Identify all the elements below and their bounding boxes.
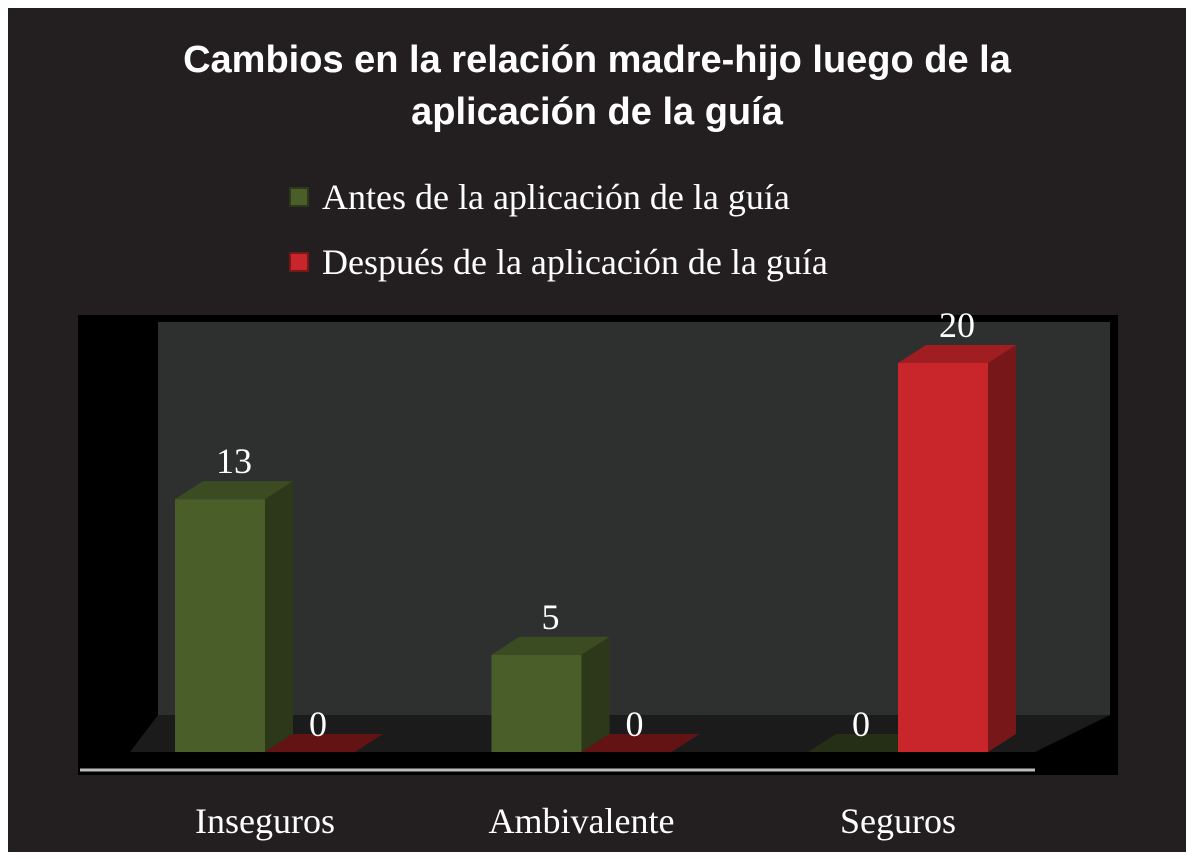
value-label: 0 — [309, 704, 327, 744]
bar-front — [175, 499, 265, 752]
value-label: 5 — [542, 597, 560, 637]
bar-front — [491, 654, 582, 752]
value-label: 20 — [939, 305, 975, 345]
value-label: 0 — [852, 704, 870, 744]
bar — [265, 734, 383, 752]
legend-label: Después de la aplicación de la guía — [322, 242, 828, 282]
bar — [808, 734, 926, 752]
legend-label: Antes de la aplicación de la guía — [322, 177, 790, 217]
value-label: 0 — [626, 704, 644, 744]
bar-side — [581, 636, 610, 752]
legend-marker — [289, 187, 309, 207]
bar-top — [808, 734, 926, 752]
bar-top — [265, 734, 383, 752]
bar-side — [988, 345, 1016, 752]
x-tick-label: Ambivalente — [489, 801, 675, 841]
bar-front — [898, 363, 988, 752]
bar-top — [898, 345, 1016, 363]
legend-marker — [289, 252, 309, 272]
chart-title: Cambios en la relación madre-hijo luego … — [183, 39, 1011, 133]
bar — [898, 345, 1016, 752]
bar — [175, 481, 293, 752]
bar-top — [581, 734, 700, 752]
x-tick-label: Seguros — [840, 801, 956, 841]
bar-side — [265, 481, 293, 752]
value-label: 13 — [216, 441, 252, 481]
bar-top — [491, 636, 610, 655]
x-tick-label: Inseguros — [195, 801, 335, 841]
bar-top — [175, 481, 293, 500]
bar — [491, 636, 610, 752]
bar — [581, 734, 700, 752]
